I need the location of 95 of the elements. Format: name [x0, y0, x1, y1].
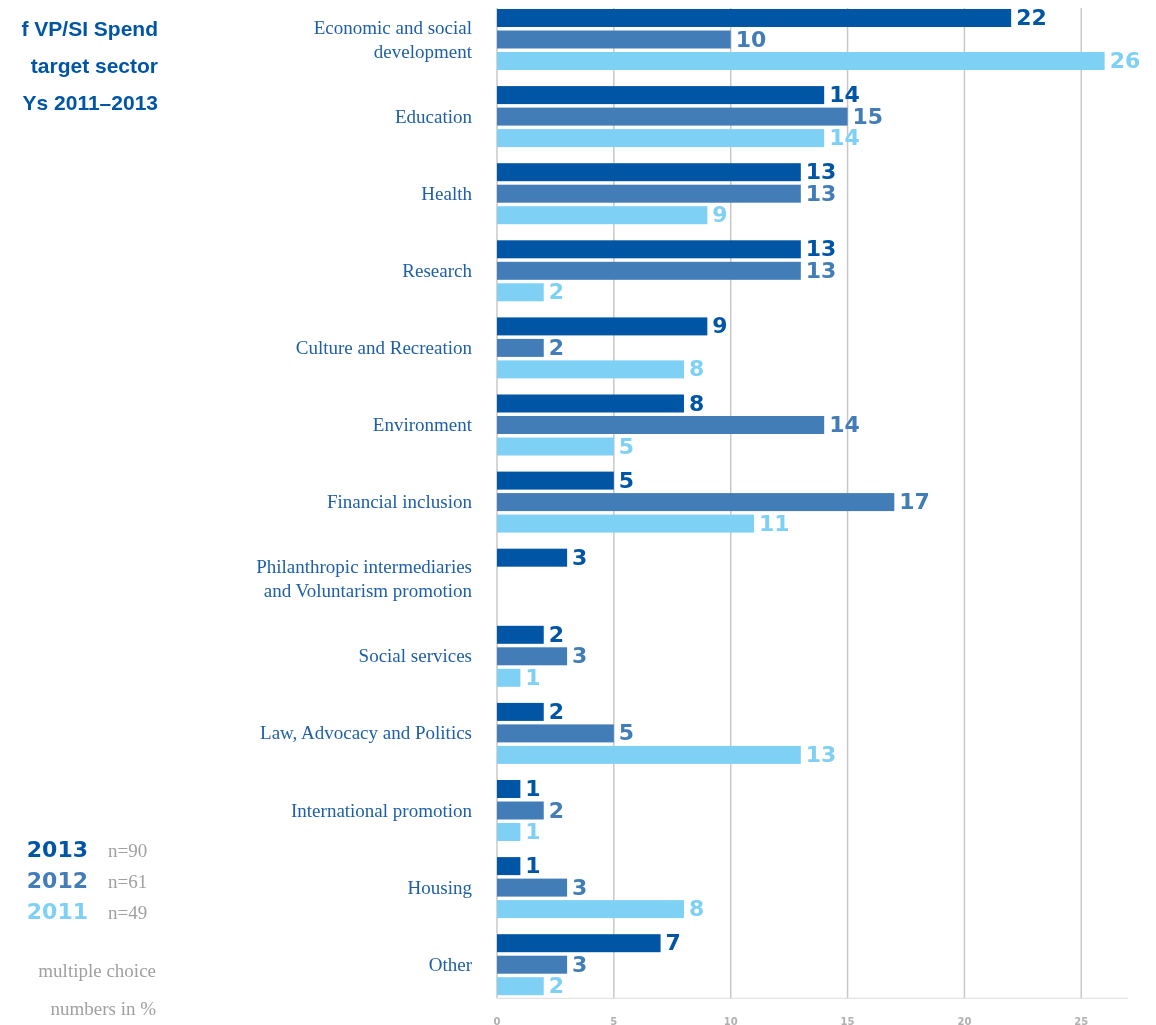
bar	[497, 780, 521, 798]
data-label: 3	[572, 544, 588, 570]
x-tick-label: 15	[840, 1016, 855, 1025]
x-tick-label: 5	[610, 1016, 618, 1025]
bar	[497, 30, 731, 49]
data-label: 3	[572, 874, 588, 900]
data-label: 5	[618, 720, 635, 746]
y-tick-label: Other	[428, 953, 473, 975]
data-label: 2	[548, 334, 565, 360]
y-tick-label: International promotion	[291, 799, 473, 821]
bar	[497, 338, 544, 357]
y-tick-label: Economic and social development	[313, 16, 473, 62]
bar	[497, 493, 895, 512]
text: f VP/SI Spend target sector Ys 2011–2013	[21, 17, 158, 114]
y-tick-label: Law, Advocacy and Politics	[260, 722, 472, 744]
data-label: 5	[618, 467, 635, 493]
y-tick-label: Education	[394, 105, 473, 127]
x-tick-label: 25	[1074, 1016, 1089, 1025]
data-label: 3	[572, 951, 588, 977]
data-label: 14	[829, 412, 860, 437]
text: 2011	[26, 899, 88, 924]
bar	[497, 129, 825, 148]
y-tick-label: Housing	[407, 876, 473, 898]
text: 2013	[26, 837, 88, 862]
text: numbers in %	[50, 998, 157, 1019]
data-label: 2	[548, 973, 565, 999]
data-label: 26	[1109, 48, 1141, 73]
bar	[497, 184, 801, 203]
bar	[497, 52, 1105, 70]
data-label: 17	[899, 489, 930, 515]
bar	[497, 283, 544, 302]
bar	[497, 206, 708, 225]
data-label: 8	[688, 356, 705, 382]
data-label: 7	[665, 930, 681, 956]
data-label: 1	[525, 819, 541, 844]
data-label: 22	[1016, 5, 1047, 30]
bar	[497, 471, 614, 490]
bar	[497, 107, 848, 126]
data-label: 2	[548, 698, 565, 724]
y-tick-label: Culture and Recreation	[295, 336, 473, 358]
bar	[497, 977, 544, 996]
bar	[497, 900, 684, 919]
data-label: 10	[735, 26, 767, 52]
data-label: 1	[525, 776, 541, 801]
data-label: 2	[548, 621, 565, 647]
bar	[497, 745, 801, 764]
data-label: 9	[712, 313, 728, 339]
y-tick-label: Environment	[372, 414, 473, 435]
text: multiple choice	[38, 960, 156, 981]
bar	[497, 934, 661, 953]
bar	[497, 647, 568, 666]
bar	[497, 416, 825, 434]
bar	[497, 724, 614, 743]
data-label: 2	[548, 279, 565, 305]
bar	[497, 625, 544, 644]
data-label: 9	[712, 202, 728, 228]
x-tick-label: 10	[723, 1016, 738, 1025]
bar	[497, 261, 801, 280]
data-label: 5	[618, 433, 635, 459]
bar	[497, 955, 568, 974]
bar	[497, 823, 521, 841]
data-label: 2	[548, 797, 565, 823]
bar	[497, 163, 801, 182]
y-tick-label: Financial inclusion	[326, 491, 473, 513]
bar	[497, 86, 825, 105]
data-label: 8	[688, 896, 705, 922]
data-label: 1	[525, 664, 541, 690]
y-tick-label: Philanthropic intermediaries and Voluntarism promotion	[256, 556, 473, 602]
text: n=90	[108, 840, 148, 861]
bar	[497, 668, 521, 687]
bar	[497, 857, 521, 876]
bar	[497, 878, 568, 897]
bar	[497, 702, 544, 721]
data-label: 11	[759, 510, 790, 536]
data-label: 13	[805, 741, 837, 767]
bar	[497, 801, 544, 820]
text: n=49	[108, 902, 148, 923]
text: n=61	[108, 871, 148, 892]
data-label: 8	[688, 390, 705, 416]
bar	[497, 360, 684, 379]
bar	[497, 9, 1012, 27]
bar	[497, 394, 684, 413]
bar	[497, 240, 801, 259]
x-tick-label: 20	[957, 1016, 972, 1025]
text: 2012	[26, 868, 88, 893]
bar	[497, 514, 755, 533]
y-tick-label: Social services	[358, 645, 472, 667]
y-tick-label: Research	[402, 259, 473, 281]
x-tick-label: 0	[493, 1016, 501, 1025]
y-tick-label: Health	[421, 182, 473, 204]
data-label: 1	[525, 853, 541, 879]
bar	[497, 437, 614, 456]
bar	[497, 548, 568, 567]
data-label: 3	[572, 643, 588, 669]
bar	[497, 317, 708, 336]
